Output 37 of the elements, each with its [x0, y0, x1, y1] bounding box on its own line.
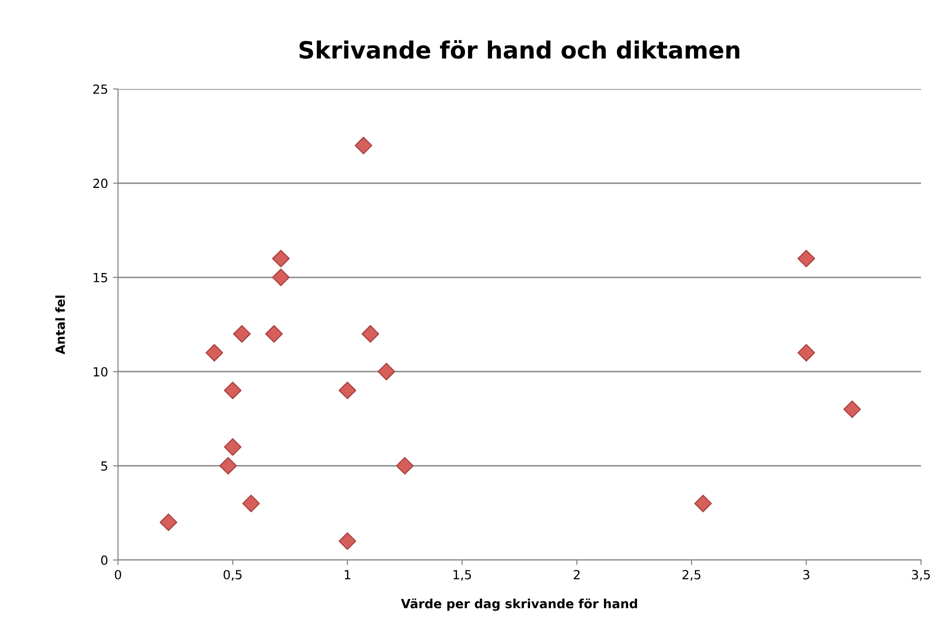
x-tick-label: 1	[344, 570, 350, 580]
point	[798, 250, 816, 268]
chart-title: Skrivande för hand och diktamen	[300, 40, 740, 59]
point	[272, 250, 290, 268]
point	[224, 382, 242, 400]
x-tick-label: 3,5	[912, 570, 930, 581]
point	[265, 325, 283, 343]
point	[354, 136, 372, 154]
y-tick-label: 5	[101, 461, 108, 471]
point	[242, 494, 260, 512]
x-tick-label: 1,5	[454, 570, 471, 581]
point	[798, 344, 816, 362]
x-tick-label: 2,5	[682, 570, 700, 581]
point	[362, 325, 380, 343]
y-tick-label: 0	[101, 555, 108, 565]
point	[843, 400, 861, 418]
point	[378, 362, 396, 380]
y-axis-title: Antal fel	[55, 296, 65, 354]
point	[224, 438, 242, 456]
point	[396, 457, 414, 475]
y-tick-label: 20	[93, 178, 108, 188]
point	[694, 494, 712, 512]
x-axis-title: Värde per dag skrivande för hand	[400, 598, 638, 611]
x-tick-label: 3	[803, 570, 810, 580]
point	[338, 382, 356, 400]
point	[272, 268, 290, 286]
x-tick-label: 0,5	[224, 570, 242, 581]
y-tick-label: 15	[94, 273, 108, 282]
x-tick-label: 2	[574, 570, 580, 580]
point	[206, 344, 224, 362]
point	[338, 532, 356, 550]
y-tick-label: 10	[94, 367, 108, 377]
x-tick-label: 0	[114, 570, 122, 580]
point	[160, 514, 178, 532]
y-tick-label: 25	[93, 84, 108, 94]
point	[219, 457, 237, 475]
point	[233, 325, 251, 343]
